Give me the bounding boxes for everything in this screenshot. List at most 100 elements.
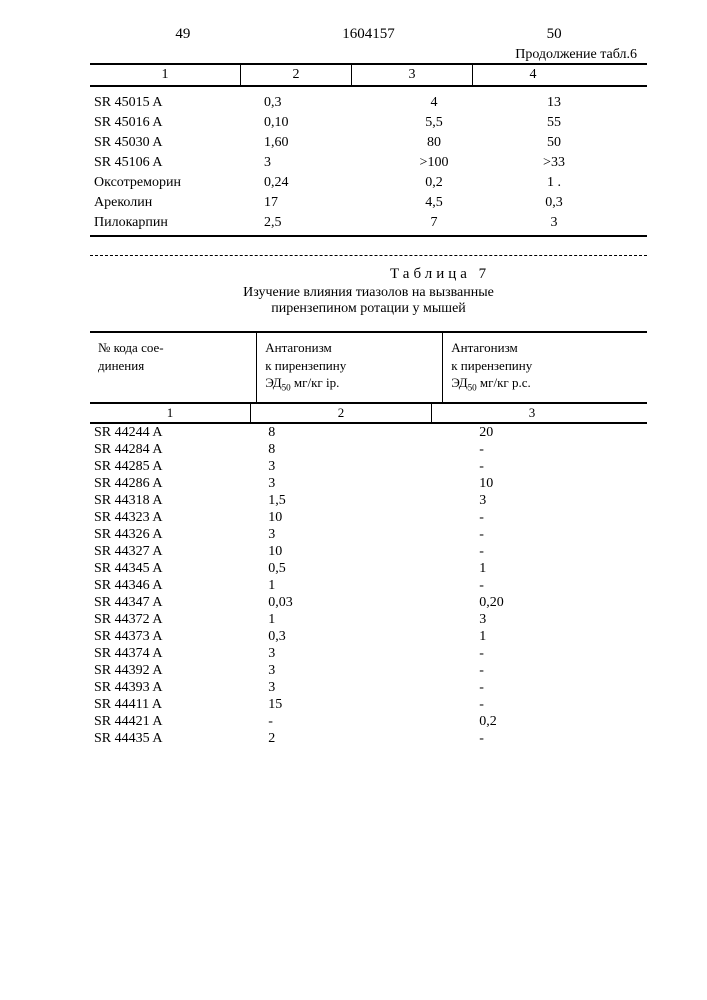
cell-val-3: 0,2	[374, 175, 494, 191]
table-row: SR 44393 A3-	[90, 679, 647, 696]
cell-ip: 3	[228, 663, 419, 679]
table-7-title-line1: Изучение влияния тиазолов на вызванные	[243, 285, 494, 300]
table-row: SR 44345 A0,51	[90, 560, 647, 577]
cell-val-2: 0,3	[244, 95, 374, 111]
table-row: SR 45030 A1,608050	[90, 133, 647, 153]
t7-head-col-1: № кода сое- динения	[90, 333, 256, 402]
cell-compound: Оксотреморин	[90, 175, 244, 191]
table-row: SR 45016 A0,105,555	[90, 113, 647, 133]
table-row: SR 44435 A2-	[90, 730, 647, 747]
cell-val-2: 1,60	[244, 135, 374, 151]
cell-ip: 0,03	[228, 595, 419, 611]
cell-ip: 0,3	[228, 629, 419, 645]
t7-h-b3a: ЭД	[265, 375, 281, 390]
cell-pc: 0,20	[419, 595, 647, 611]
cell-code: SR 44285 A	[90, 459, 228, 475]
table-row: SR 44286 A310	[90, 475, 647, 492]
t7-h-b3b: мг/кг ip.	[291, 375, 340, 390]
col-4-header: 4	[472, 65, 593, 85]
table-row: SR 44346 A1-	[90, 577, 647, 594]
cell-val-4: 55	[494, 115, 614, 131]
t7-head-col-2: Антагонизм к пирензепину ЭД50 мг/кг ip.	[256, 333, 442, 402]
t7-h-c2: к пирензепину	[451, 358, 532, 373]
cell-ip: 1	[228, 578, 419, 594]
cell-pc: 3	[419, 612, 647, 628]
table-row: SR 44284 A8-	[90, 441, 647, 458]
page-num-right: 50	[461, 26, 647, 43]
cell-ip: 2	[228, 731, 419, 747]
table-row: SR 44421 A-0,2	[90, 713, 647, 730]
cell-code: SR 44347 A	[90, 595, 228, 611]
cell-val-4: 0,3	[494, 195, 614, 211]
table-row: SR 44373 A0,31	[90, 628, 647, 645]
cell-code: SR 44393 A	[90, 680, 228, 696]
cell-ip: 3	[228, 646, 419, 662]
cell-val-4: >33	[494, 155, 614, 171]
cell-val-3: 5,5	[374, 115, 494, 131]
t7-h-c3a: ЭД	[451, 375, 467, 390]
table-row: SR 45015 A0,3413	[90, 93, 647, 113]
table-row: SR 44323 A10-	[90, 509, 647, 526]
table-row: SR 44372 A13	[90, 611, 647, 628]
cell-val-2: 0,24	[244, 175, 374, 191]
cell-val-2: 2,5	[244, 215, 374, 231]
table-row: Оксотреморин0,240,21 .	[90, 173, 647, 193]
cell-pc: -	[419, 442, 647, 458]
table-row: SR 45106 A3>100>33	[90, 153, 647, 173]
cell-code: SR 44244 A	[90, 425, 228, 441]
cell-val-4: 1 .	[494, 175, 614, 191]
cell-code: SR 44374 A	[90, 646, 228, 662]
cell-pc: 10	[419, 476, 647, 492]
cell-val-3: 4,5	[374, 195, 494, 211]
cell-code: SR 44435 A	[90, 731, 228, 747]
cell-pc: 20	[419, 425, 647, 441]
table-row: SR 44318 A1,53	[90, 492, 647, 509]
t7-h-c1: Антагонизм	[451, 340, 518, 355]
cell-ip: 15	[228, 697, 419, 713]
cell-ip: 3	[228, 527, 419, 543]
cell-ip: 1,5	[228, 493, 419, 509]
cell-val-3: 4	[374, 95, 494, 111]
t7-sub-1: 1	[90, 404, 250, 422]
table-7-title-line2: пирензепином ротации у мышей	[271, 301, 466, 316]
cell-code: SR 44326 A	[90, 527, 228, 543]
section-divider	[90, 255, 647, 256]
cell-val-3: 7	[374, 215, 494, 231]
cell-compound: Ареколин	[90, 195, 244, 211]
cell-pc: -	[419, 544, 647, 560]
cell-code: SR 44411 A	[90, 697, 228, 713]
table-7-header: № кода сое- динения Антагонизм к пирензе…	[90, 333, 647, 404]
cell-pc: -	[419, 663, 647, 679]
col-1-header: 1	[90, 65, 240, 85]
cell-code: SR 44318 A	[90, 493, 228, 509]
cell-code: SR 44284 A	[90, 442, 228, 458]
table-7: № кода сое- динения Антагонизм к пирензе…	[90, 331, 647, 747]
cell-ip: 3	[228, 680, 419, 696]
cell-pc: -	[419, 527, 647, 543]
t7-sub-2: 2	[250, 404, 431, 422]
cell-code: SR 44421 A	[90, 714, 228, 730]
cell-pc: -	[419, 731, 647, 747]
cell-pc: -	[419, 510, 647, 526]
table-row: SR 44374 A3-	[90, 645, 647, 662]
cell-val-2: 17	[244, 195, 374, 211]
table-6: 1 2 3 4 SR 45015 A0,3413SR 45016 A0,105,…	[90, 63, 647, 237]
cell-val-2: 3	[244, 155, 374, 171]
table-7-body: SR 44244 A820SR 44284 A8-SR 44285 A3-SR …	[90, 424, 647, 747]
col-2-header: 2	[240, 65, 351, 85]
cell-code: SR 44392 A	[90, 663, 228, 679]
cell-compound: SR 45016 A	[90, 115, 244, 131]
table-row: SR 44411 A15-	[90, 696, 647, 713]
page-header: 49 1604157 50	[90, 26, 647, 43]
col-3-header: 3	[351, 65, 472, 85]
cell-pc: 0,2	[419, 714, 647, 730]
t7-h-b2: к пирензепину	[265, 358, 346, 373]
cell-compound: SR 45015 A	[90, 95, 244, 111]
cell-code: SR 44372 A	[90, 612, 228, 628]
cell-code: SR 44346 A	[90, 578, 228, 594]
cell-pc: -	[419, 578, 647, 594]
cell-val-4: 3	[494, 215, 614, 231]
cell-val-2: 0,10	[244, 115, 374, 131]
table-row: Ареколин174,50,3	[90, 193, 647, 213]
cell-code: SR 44373 A	[90, 629, 228, 645]
